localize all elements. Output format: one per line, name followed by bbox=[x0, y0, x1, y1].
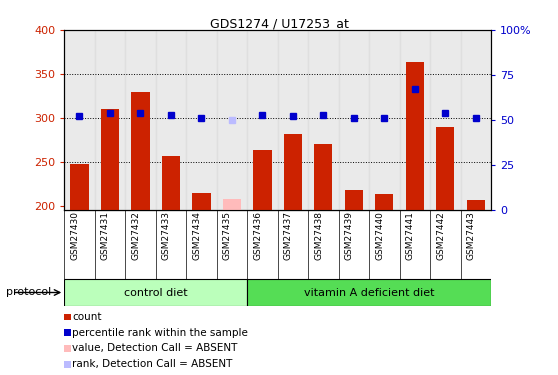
Bar bbox=[339, 30, 369, 210]
Bar bbox=[369, 30, 400, 210]
Bar bbox=[101, 109, 119, 210]
Text: GSM27434: GSM27434 bbox=[193, 211, 201, 260]
Bar bbox=[436, 128, 454, 210]
Bar bbox=[125, 30, 156, 210]
Text: rank, Detection Call = ABSENT: rank, Detection Call = ABSENT bbox=[72, 359, 233, 369]
Bar bbox=[70, 164, 89, 210]
Bar bbox=[162, 156, 180, 210]
Bar bbox=[308, 30, 339, 210]
Text: control diet: control diet bbox=[124, 288, 187, 297]
Text: GSM27442: GSM27442 bbox=[436, 211, 445, 260]
Text: count: count bbox=[72, 312, 102, 322]
Text: GSM27436: GSM27436 bbox=[253, 211, 262, 260]
Bar bbox=[131, 92, 150, 210]
Bar bbox=[278, 30, 308, 210]
Bar bbox=[156, 30, 186, 210]
Text: GSM27441: GSM27441 bbox=[406, 211, 415, 260]
Text: GSM27431: GSM27431 bbox=[101, 211, 110, 260]
Text: GSM27432: GSM27432 bbox=[131, 211, 141, 260]
Text: GSM27437: GSM27437 bbox=[284, 211, 293, 260]
Bar bbox=[345, 190, 363, 210]
Text: value, Detection Call = ABSENT: value, Detection Call = ABSENT bbox=[72, 344, 238, 353]
Bar bbox=[186, 30, 217, 210]
Bar bbox=[217, 30, 247, 210]
Bar bbox=[466, 200, 485, 210]
Text: GDS1274 / U17253_at: GDS1274 / U17253_at bbox=[210, 17, 348, 30]
Bar bbox=[247, 279, 491, 306]
Bar bbox=[314, 144, 333, 210]
Text: GSM27439: GSM27439 bbox=[345, 211, 354, 260]
Bar bbox=[247, 30, 277, 210]
Bar bbox=[64, 30, 95, 210]
Text: GSM27443: GSM27443 bbox=[467, 211, 476, 260]
Bar bbox=[400, 30, 430, 210]
Bar bbox=[460, 30, 491, 210]
Text: GSM27438: GSM27438 bbox=[314, 211, 323, 260]
Text: GSM27440: GSM27440 bbox=[376, 211, 384, 260]
Bar bbox=[95, 30, 125, 210]
Bar bbox=[406, 63, 424, 210]
Bar bbox=[64, 279, 247, 306]
Text: percentile rank within the sample: percentile rank within the sample bbox=[72, 328, 248, 338]
Text: protocol: protocol bbox=[6, 287, 51, 297]
Bar bbox=[430, 30, 460, 210]
Bar bbox=[223, 199, 241, 210]
Bar bbox=[192, 194, 210, 210]
Bar bbox=[283, 135, 302, 210]
Bar bbox=[253, 150, 272, 210]
Bar bbox=[375, 194, 393, 210]
Text: GSM27435: GSM27435 bbox=[223, 211, 232, 260]
Text: GSM27430: GSM27430 bbox=[70, 211, 79, 260]
Text: vitamin A deficient diet: vitamin A deficient diet bbox=[304, 288, 434, 297]
Text: GSM27433: GSM27433 bbox=[162, 211, 171, 260]
